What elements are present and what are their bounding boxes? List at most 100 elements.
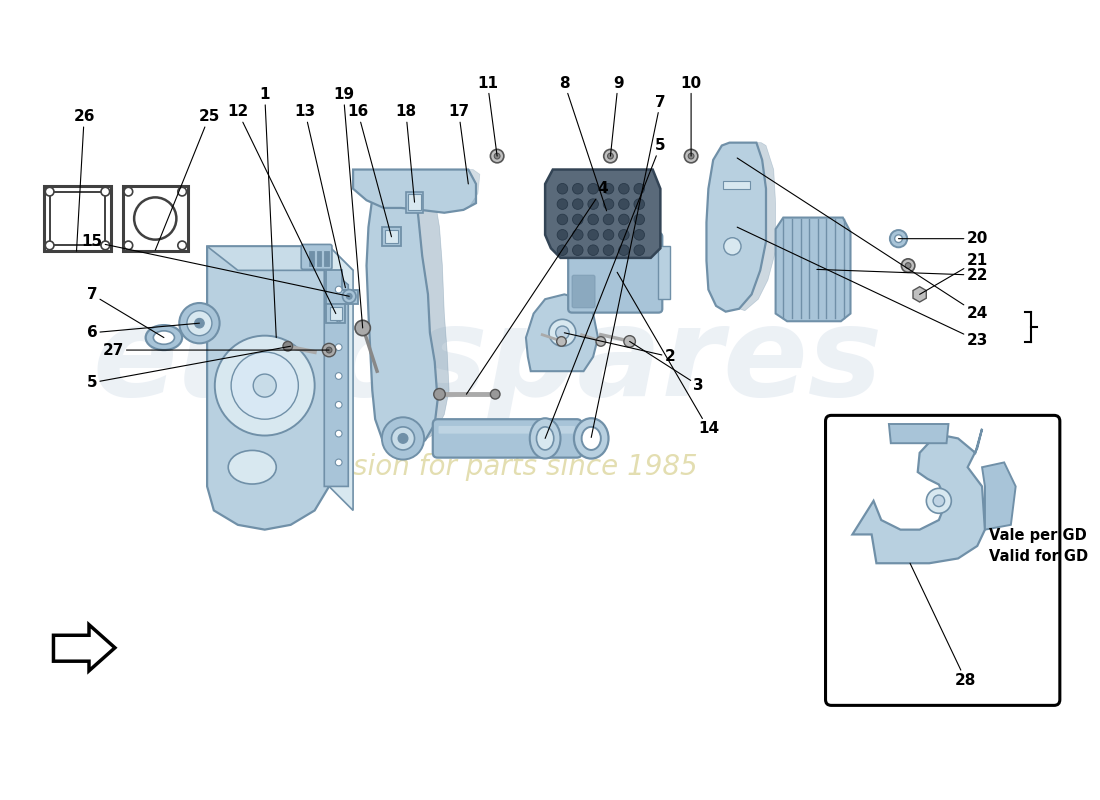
Text: 22: 22 <box>817 268 988 282</box>
Text: 1: 1 <box>260 87 276 338</box>
FancyBboxPatch shape <box>432 419 582 458</box>
Circle shape <box>124 241 133 250</box>
Circle shape <box>283 342 293 351</box>
FancyBboxPatch shape <box>569 233 662 313</box>
Bar <box>122 186 188 251</box>
FancyBboxPatch shape <box>439 426 575 434</box>
Circle shape <box>603 199 614 210</box>
Text: Vale per GD
Valid for GD: Vale per GD Valid for GD <box>989 528 1088 564</box>
Circle shape <box>491 390 501 399</box>
Polygon shape <box>207 246 353 270</box>
Circle shape <box>933 495 945 506</box>
Circle shape <box>327 347 332 353</box>
Ellipse shape <box>582 427 601 450</box>
Bar <box>50 192 106 246</box>
Circle shape <box>607 154 614 159</box>
Circle shape <box>618 183 629 194</box>
Text: 28: 28 <box>910 563 977 688</box>
Circle shape <box>587 199 598 210</box>
Text: 23: 23 <box>737 227 988 348</box>
Circle shape <box>556 326 569 339</box>
Text: a passion for parts since 1985: a passion for parts since 1985 <box>277 454 697 482</box>
Circle shape <box>336 402 342 408</box>
Circle shape <box>557 337 566 346</box>
Bar <box>614 238 623 246</box>
Circle shape <box>336 373 342 379</box>
Bar <box>723 181 750 189</box>
Bar <box>385 230 398 243</box>
Text: 25: 25 <box>155 110 220 250</box>
Circle shape <box>572 245 583 255</box>
Circle shape <box>231 352 298 419</box>
Bar <box>309 251 313 266</box>
Circle shape <box>557 183 568 194</box>
Circle shape <box>634 183 645 194</box>
Circle shape <box>179 303 220 343</box>
Circle shape <box>724 238 741 255</box>
Polygon shape <box>706 142 766 312</box>
Circle shape <box>187 310 212 336</box>
Circle shape <box>336 286 342 293</box>
Text: eurospares: eurospares <box>92 301 882 422</box>
Bar <box>580 238 588 246</box>
Bar <box>603 238 612 246</box>
Polygon shape <box>889 424 948 443</box>
Circle shape <box>634 230 645 240</box>
Polygon shape <box>353 170 476 213</box>
Circle shape <box>894 235 902 242</box>
Polygon shape <box>327 304 345 323</box>
Bar <box>659 246 670 299</box>
Circle shape <box>336 430 342 437</box>
Polygon shape <box>463 170 480 210</box>
Text: 19: 19 <box>333 87 363 328</box>
Circle shape <box>905 262 911 269</box>
Circle shape <box>604 150 617 163</box>
Text: 11: 11 <box>477 76 498 156</box>
Circle shape <box>603 245 614 255</box>
Text: 16: 16 <box>348 105 392 237</box>
Text: 14: 14 <box>617 272 719 436</box>
Circle shape <box>336 315 342 322</box>
Text: 8: 8 <box>559 76 606 211</box>
Circle shape <box>355 320 371 336</box>
Text: 26: 26 <box>74 110 95 251</box>
Text: 10: 10 <box>681 76 702 156</box>
Polygon shape <box>776 218 850 322</box>
Polygon shape <box>739 142 776 310</box>
Circle shape <box>572 230 583 240</box>
Circle shape <box>101 241 110 250</box>
Circle shape <box>689 154 694 159</box>
Polygon shape <box>54 625 114 670</box>
Text: 7: 7 <box>591 95 666 438</box>
Circle shape <box>336 459 342 466</box>
Bar <box>406 192 424 213</box>
FancyBboxPatch shape <box>301 245 332 270</box>
Polygon shape <box>852 429 984 563</box>
Circle shape <box>494 154 501 159</box>
Polygon shape <box>324 266 349 486</box>
Circle shape <box>346 294 352 299</box>
Circle shape <box>433 389 446 400</box>
FancyBboxPatch shape <box>825 415 1059 706</box>
Circle shape <box>557 230 568 240</box>
Text: 9: 9 <box>610 76 624 156</box>
Circle shape <box>624 336 636 347</box>
Circle shape <box>618 199 629 210</box>
Circle shape <box>195 318 205 328</box>
Text: 24: 24 <box>737 158 988 321</box>
Circle shape <box>901 259 915 272</box>
Circle shape <box>253 374 276 397</box>
Circle shape <box>603 230 614 240</box>
Circle shape <box>398 434 408 443</box>
Text: 5: 5 <box>87 346 290 390</box>
Text: 7: 7 <box>87 287 164 338</box>
Circle shape <box>214 336 315 435</box>
Ellipse shape <box>530 418 561 458</box>
Polygon shape <box>982 462 1015 530</box>
Circle shape <box>618 245 629 255</box>
Circle shape <box>572 214 583 225</box>
Circle shape <box>124 187 133 196</box>
Polygon shape <box>207 246 329 530</box>
Bar <box>317 251 321 266</box>
Circle shape <box>557 214 568 225</box>
